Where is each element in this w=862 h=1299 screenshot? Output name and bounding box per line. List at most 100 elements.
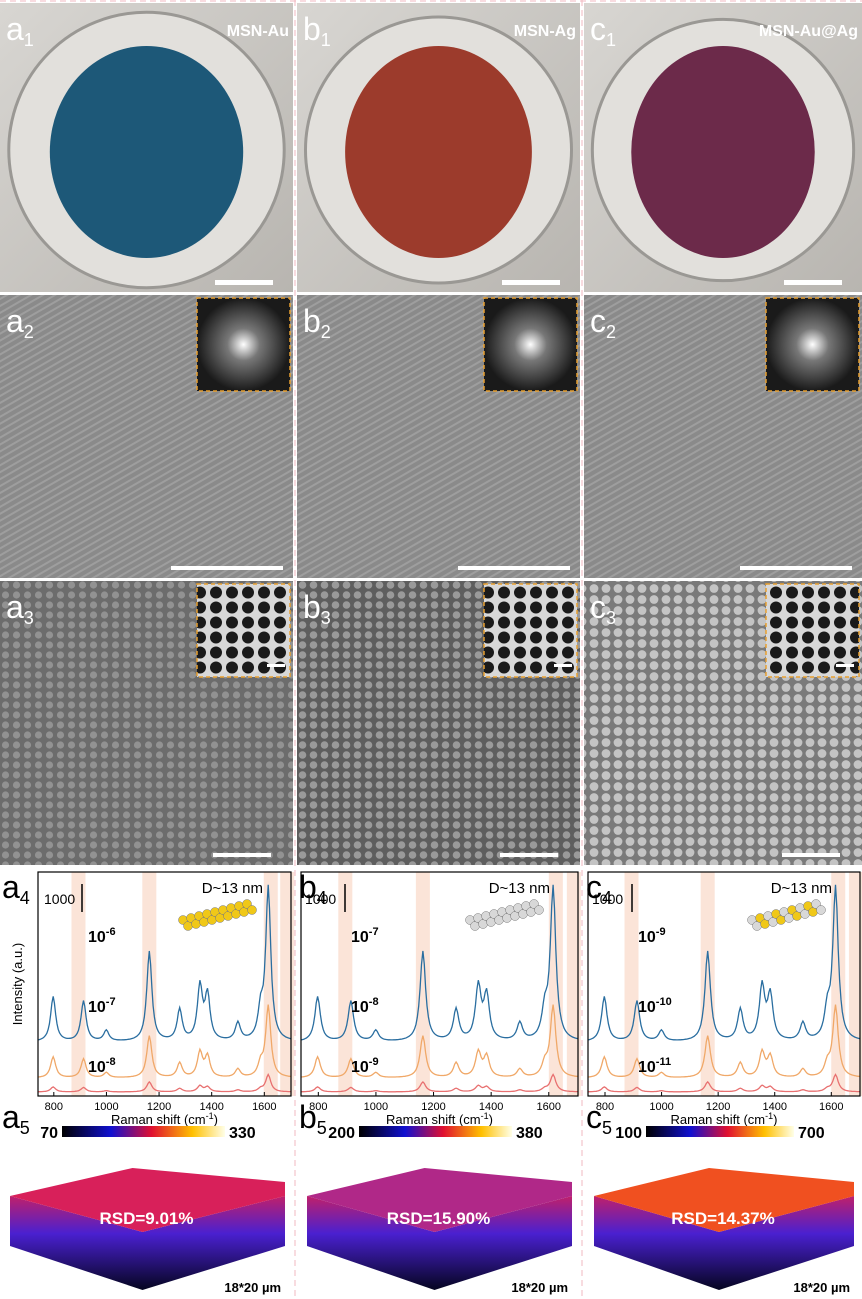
panel-letter: b (303, 11, 321, 47)
tem-inset (484, 584, 577, 677)
particle-icon (471, 922, 480, 931)
peak-band (831, 872, 845, 1096)
x-axis-label-sup: -1 (481, 1111, 489, 1121)
particle-icon (232, 910, 241, 919)
particle-icon (769, 918, 778, 927)
colorbar-max: 700 (798, 1125, 825, 1142)
particle-icon (208, 916, 217, 925)
concentration: 10-7 (351, 926, 379, 946)
concentration-base: 10 (638, 1059, 656, 1076)
sample (345, 46, 532, 258)
peak-band (549, 872, 563, 1096)
scale-bar (458, 566, 570, 570)
concentration: 10-10 (638, 996, 672, 1016)
rsd-label: RSD=14.37% (671, 1209, 774, 1228)
area-label: 18*20 µm (511, 1280, 568, 1295)
sample (631, 46, 814, 258)
panel-letter: c (590, 589, 606, 625)
particle-icon (519, 910, 528, 919)
scale-bar (836, 664, 854, 667)
scale-bar (500, 853, 558, 857)
particle-icon (224, 912, 233, 921)
particle-icon (216, 914, 225, 923)
tem-inset (766, 584, 859, 677)
concentration-base: 10 (638, 929, 656, 946)
area-label: 18*20 µm (224, 1280, 281, 1295)
particle-icon (248, 906, 257, 915)
x-axis-label-main: Raman shift (cm (671, 1112, 766, 1127)
concentration-base: 10 (88, 929, 106, 946)
concentration-base: 10 (351, 1059, 369, 1076)
particle-icon (192, 920, 201, 929)
concentration: 10-7 (88, 996, 116, 1016)
panel-subscript: 3 (321, 608, 331, 628)
scale-label: 1000 (305, 891, 336, 907)
rsd-label: RSD=9.01% (99, 1209, 193, 1228)
particle-icon (801, 910, 810, 919)
panel-subscript: 3 (606, 608, 616, 628)
particle-icon (777, 916, 786, 925)
colorbar-max: 380 (516, 1125, 543, 1142)
panels: a1MSN-Aua2a3a41000D~13 nm10-610-710-8800… (0, 3, 862, 1295)
particle-icon (495, 916, 504, 925)
concentration-exp: -6 (106, 926, 116, 938)
concentration-base: 10 (88, 1059, 106, 1076)
panel-subscript: 2 (606, 322, 616, 342)
colorbar (646, 1126, 794, 1137)
colorbar (359, 1126, 512, 1137)
particle-icon (487, 918, 496, 927)
concentration-exp: -8 (106, 1056, 116, 1068)
scale-bar (502, 280, 560, 285)
panel-subscript: 1 (24, 30, 34, 50)
panel-letter: c (590, 11, 606, 47)
concentration: 10-11 (638, 1056, 671, 1076)
panel-subscript: 2 (321, 322, 331, 342)
concentration: 10-6 (88, 926, 116, 946)
sample-name: MSN-Au@Ag (759, 23, 858, 40)
peak-band (142, 872, 156, 1096)
peak-band (280, 872, 294, 1096)
panel-subscript: 5 (317, 1118, 327, 1138)
panel-subscript: 2 (24, 322, 34, 342)
peak-band (567, 872, 581, 1096)
concentration-exp: -9 (369, 1056, 379, 1068)
panel-letter: c (586, 1099, 602, 1135)
panel-subscript: 5 (20, 1118, 30, 1138)
size-label: D~13 nm (202, 880, 263, 897)
scale-bar (171, 566, 283, 570)
particle-icon (184, 922, 193, 931)
x-tick-label: 800 (45, 1101, 63, 1113)
particle-icon (761, 920, 770, 929)
particle-icon (240, 908, 249, 917)
particle-icon (200, 918, 209, 927)
x-axis-label: Raman shift (cm-1) (111, 1111, 218, 1127)
concentration-exp: -9 (656, 926, 666, 938)
concentration-base: 10 (351, 929, 369, 946)
sample (50, 46, 243, 258)
concentration-exp: -8 (369, 996, 379, 1008)
particle-icon (809, 908, 818, 917)
concentration: 10-9 (638, 926, 666, 946)
x-axis-label-end: ) (773, 1112, 777, 1127)
colorbar-min: 200 (328, 1125, 355, 1142)
fft-inset (197, 298, 290, 391)
x-tick-label: 1600 (819, 1101, 843, 1113)
x-axis-label-main: Raman shift (cm (111, 1112, 206, 1127)
concentration: 10-8 (88, 1056, 116, 1076)
panel-letter: a (6, 303, 24, 339)
sample-name: MSN-Ag (514, 23, 576, 40)
panel-subscript: 1 (321, 30, 331, 50)
concentration-base: 10 (351, 999, 369, 1016)
fft-inset (484, 298, 577, 391)
scale-label: 1000 (592, 891, 623, 907)
particle-icon (793, 912, 802, 921)
x-axis-label-end: ) (489, 1112, 493, 1127)
size-label: D~13 nm (771, 880, 832, 897)
concentration-exp: -7 (369, 926, 379, 938)
panel-letter: a (6, 11, 24, 47)
colorbar (62, 1126, 225, 1137)
panel-subscript: 4 (20, 888, 30, 908)
concentration-exp: -7 (106, 996, 116, 1008)
particle-icon (503, 914, 512, 923)
particle-icon (511, 912, 520, 921)
